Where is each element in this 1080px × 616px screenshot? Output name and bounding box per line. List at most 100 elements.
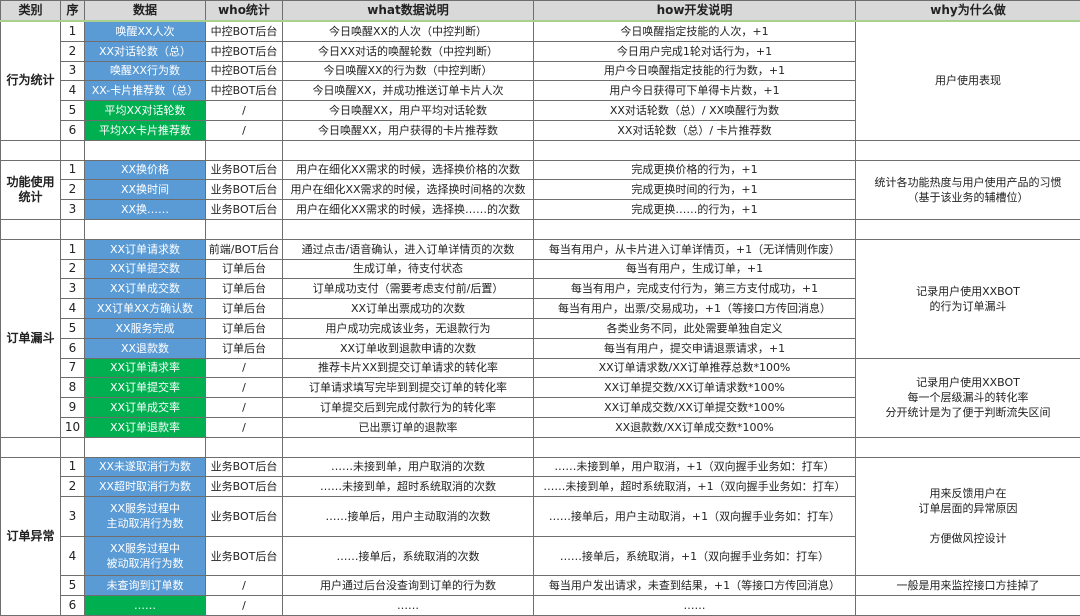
what-cell[interactable]: 已出票订单的退款率 [283, 417, 534, 437]
metric-cell[interactable]: XX退款数 [85, 338, 206, 358]
what-cell[interactable]: 通过点击/语音确认，进入订单详情页的次数 [283, 239, 534, 259]
what-cell[interactable]: 用户成功完成该业务，无退款行为 [283, 318, 534, 338]
metric-cell[interactable]: XX-卡片推荐数（总） [85, 81, 206, 101]
why-cell[interactable]: 用户使用表现 [856, 21, 1080, 140]
who-cell[interactable]: 业务BOT后台 [206, 160, 283, 180]
empty-cell[interactable] [85, 437, 206, 457]
who-cell[interactable]: 前端/BOT后台 [206, 239, 283, 259]
who-cell[interactable]: / [206, 101, 283, 121]
who-cell[interactable]: 订单后台 [206, 318, 283, 338]
how-cell[interactable]: 今日唤醒指定技能的人次，+1 [534, 21, 856, 41]
who-cell[interactable]: / [206, 596, 283, 616]
how-cell[interactable]: 完成更换时间的行为，+1 [534, 180, 856, 200]
what-cell[interactable]: 推荐卡片XX到提交订单请求的转化率 [283, 358, 534, 378]
seq-cell[interactable]: 5 [61, 318, 85, 338]
seq-cell[interactable]: 7 [61, 358, 85, 378]
who-cell[interactable]: 业务BOT后台 [206, 497, 283, 537]
who-cell[interactable]: 业务BOT后台 [206, 180, 283, 200]
metric-cell[interactable]: XX订单退款率 [85, 417, 206, 437]
category-cell[interactable]: 订单漏斗 [1, 239, 61, 437]
how-cell[interactable]: ……未接到单，超时系统取消，+1（双向握手业务如：打车） [534, 477, 856, 497]
who-cell[interactable]: 订单后台 [206, 279, 283, 299]
header-what[interactable]: what数据说明 [283, 1, 534, 22]
what-cell[interactable]: 今日唤醒XX的人次（中控判断） [283, 21, 534, 41]
empty-cell[interactable] [856, 140, 1080, 160]
category-cell[interactable]: 功能使用 统计 [1, 160, 61, 219]
what-cell[interactable]: ……接单后，系统取消的次数 [283, 536, 534, 576]
what-cell[interactable]: 今日唤醒XX，用户平均对话轮数 [283, 101, 534, 121]
how-cell[interactable]: ……未接到单，用户取消，+1（双向握手业务如：打车） [534, 457, 856, 477]
seq-cell[interactable]: 1 [61, 21, 85, 41]
how-cell[interactable]: XX对话轮数（总）/ 卡片推荐数 [534, 120, 856, 140]
how-cell[interactable]: XX订单请求数/XX订单推荐总数*100% [534, 358, 856, 378]
header-seq[interactable]: 序 [61, 1, 85, 22]
who-cell[interactable]: / [206, 417, 283, 437]
who-cell[interactable]: 业务BOT后台 [206, 477, 283, 497]
empty-cell[interactable] [534, 219, 856, 239]
empty-cell[interactable] [856, 219, 1080, 239]
what-cell[interactable]: ……未接到单，用户取消的次数 [283, 457, 534, 477]
who-cell[interactable]: 订单后台 [206, 259, 283, 279]
how-cell[interactable]: 每当有用户，出票/交易成功，+1（等接口方传回消息） [534, 299, 856, 319]
metric-cell[interactable]: XX超时取消行为数 [85, 477, 206, 497]
seq-cell[interactable]: 3 [61, 61, 85, 81]
what-cell[interactable]: ……接单后，用户主动取消的次数 [283, 497, 534, 537]
empty-cell[interactable] [534, 140, 856, 160]
category-cell[interactable]: 订单异常 [1, 457, 61, 615]
who-cell[interactable]: 业务BOT后台 [206, 457, 283, 477]
metric-cell[interactable]: 未查询到订单数 [85, 576, 206, 596]
why-cell[interactable]: 记录用户使用XXBOT 每一个层级漏斗的转化率 分开统计是为了便于判断流失区间 [856, 358, 1080, 437]
category-cell[interactable]: 行为统计 [1, 21, 61, 140]
what-cell[interactable]: 用户在细化XX需求的时候，选择换时间格的次数 [283, 180, 534, 200]
empty-cell[interactable] [283, 437, 534, 457]
metric-cell[interactable]: XX订单XX方确认数 [85, 299, 206, 319]
why-cell[interactable]: 用来反馈用户在 订单层面的异常原因 方便做风控设计 [856, 457, 1080, 576]
how-cell[interactable]: XX订单成交数/XX订单提交数*100% [534, 398, 856, 418]
seq-cell[interactable]: 1 [61, 160, 85, 180]
empty-cell[interactable] [85, 140, 206, 160]
seq-cell[interactable]: 1 [61, 239, 85, 259]
metric-cell[interactable]: 唤醒XX人次 [85, 21, 206, 41]
how-cell[interactable]: 各类业务不同，此处需要单独自定义 [534, 318, 856, 338]
metric-cell[interactable]: XX订单请求率 [85, 358, 206, 378]
how-cell[interactable]: 每当用户发出请求，未查到结果，+1（等接口方传回消息） [534, 576, 856, 596]
why-cell[interactable] [856, 596, 1080, 616]
seq-cell[interactable]: 10 [61, 417, 85, 437]
seq-cell[interactable]: 2 [61, 180, 85, 200]
how-cell[interactable]: XX对话轮数（总）/ XX唤醒行为数 [534, 101, 856, 121]
how-cell[interactable]: 用户今日唤醒指定技能的行为数，+1 [534, 61, 856, 81]
why-cell[interactable]: 记录用户使用XXBOT 的行为订单漏斗 [856, 239, 1080, 358]
empty-cell[interactable] [1, 437, 61, 457]
metric-cell[interactable]: XX服务完成 [85, 318, 206, 338]
metric-cell[interactable]: XX订单成交数 [85, 279, 206, 299]
empty-cell[interactable] [206, 140, 283, 160]
who-cell[interactable]: 订单后台 [206, 338, 283, 358]
what-cell[interactable]: 用户在细化XX需求的时候，选择换价格的次数 [283, 160, 534, 180]
seq-cell[interactable]: 6 [61, 596, 85, 616]
who-cell[interactable]: / [206, 120, 283, 140]
why-cell[interactable]: 统计各功能热度与用户使用产品的习惯 （基于该业务的辅槽位） [856, 160, 1080, 219]
how-cell[interactable]: 每当有用户，提交申请退票请求，+1 [534, 338, 856, 358]
metric-cell[interactable]: 唤醒XX行为数 [85, 61, 206, 81]
header-who[interactable]: who统计 [206, 1, 283, 22]
empty-cell[interactable] [283, 140, 534, 160]
how-cell[interactable]: XX退款数/XX订单成交数*100% [534, 417, 856, 437]
seq-cell[interactable]: 9 [61, 398, 85, 418]
seq-cell[interactable]: 2 [61, 259, 85, 279]
who-cell[interactable]: 中控BOT后台 [206, 41, 283, 61]
seq-cell[interactable]: 2 [61, 41, 85, 61]
how-cell[interactable]: ……接单后，系统取消，+1（双向握手业务如：打车） [534, 536, 856, 576]
metric-cell[interactable]: 平均XX对话轮数 [85, 101, 206, 121]
how-cell[interactable]: XX订单提交数/XX订单请求数*100% [534, 378, 856, 398]
what-cell[interactable]: …… [283, 596, 534, 616]
metric-cell[interactable]: XX换时间 [85, 180, 206, 200]
seq-cell[interactable]: 2 [61, 477, 85, 497]
metric-cell[interactable]: XX换价格 [85, 160, 206, 180]
who-cell[interactable]: / [206, 398, 283, 418]
what-cell[interactable]: 今日唤醒XX，用户获得的卡片推荐数 [283, 120, 534, 140]
seq-cell[interactable]: 6 [61, 120, 85, 140]
empty-cell[interactable] [206, 219, 283, 239]
empty-cell[interactable] [856, 437, 1080, 457]
empty-cell[interactable] [1, 140, 61, 160]
metric-cell[interactable]: XX订单成交率 [85, 398, 206, 418]
